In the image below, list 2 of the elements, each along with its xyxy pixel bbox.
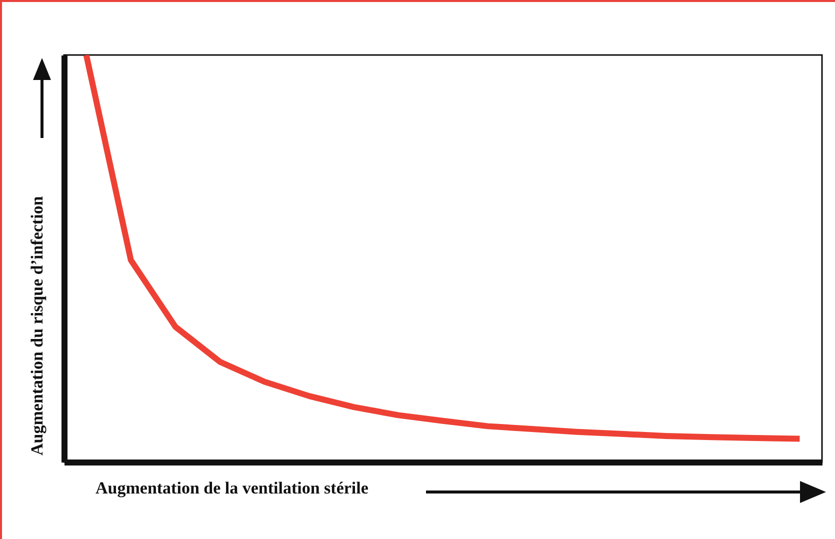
y-axis-title: Augmentation du risque d’infection xyxy=(28,196,46,456)
x-axis-title: Augmentation de la ventilation stérile xyxy=(96,478,369,498)
